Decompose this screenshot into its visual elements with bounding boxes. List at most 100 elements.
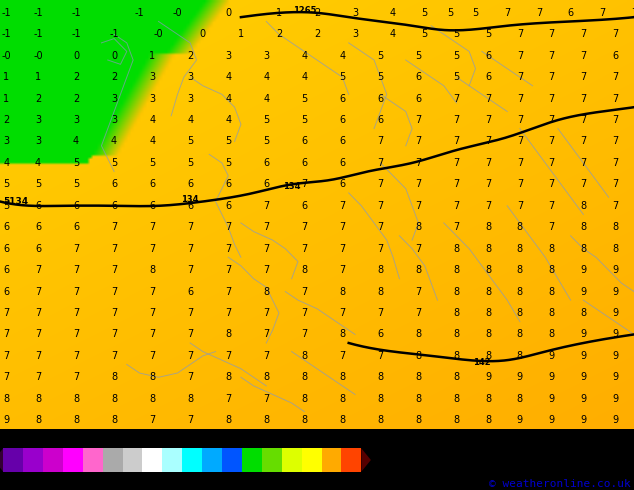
Text: 8: 8 (453, 287, 460, 296)
Text: -1: -1 (109, 29, 119, 39)
Text: 7: 7 (453, 137, 460, 147)
Text: 5: 5 (263, 115, 269, 125)
Text: 6: 6 (415, 94, 422, 103)
Text: 8: 8 (485, 287, 491, 296)
Text: 3: 3 (111, 115, 117, 125)
Text: 6: 6 (225, 179, 231, 189)
Text: 7: 7 (35, 372, 41, 382)
Text: -30: -30 (77, 473, 89, 479)
Text: 5: 5 (3, 179, 10, 189)
Text: 7: 7 (339, 222, 346, 232)
Text: 7: 7 (3, 329, 10, 340)
Text: 7: 7 (35, 351, 41, 361)
Text: 8: 8 (612, 222, 618, 232)
Text: 8: 8 (263, 372, 269, 382)
Text: 8: 8 (485, 415, 491, 425)
Text: 6: 6 (187, 201, 193, 211)
Text: 3: 3 (3, 137, 10, 147)
Text: 8: 8 (580, 308, 586, 318)
Text: 6: 6 (612, 51, 618, 61)
Text: 8: 8 (111, 372, 117, 382)
Text: 3: 3 (263, 51, 269, 61)
Text: 7: 7 (548, 29, 555, 39)
Text: 142: 142 (473, 358, 491, 367)
Text: 7: 7 (35, 329, 41, 340)
Text: 5: 5 (263, 137, 269, 147)
Text: 9: 9 (485, 372, 491, 382)
Text: 7: 7 (517, 94, 523, 103)
Text: 7: 7 (111, 244, 117, 254)
Text: 5: 5 (149, 158, 155, 168)
Text: 6: 6 (377, 94, 384, 103)
Text: 3: 3 (149, 72, 155, 82)
Text: 7: 7 (517, 51, 523, 61)
Text: 8: 8 (73, 394, 79, 404)
Text: 8: 8 (485, 329, 491, 340)
Text: 6: 6 (111, 201, 117, 211)
Text: 7: 7 (301, 329, 307, 340)
Text: -36: -36 (56, 473, 69, 479)
Text: 7: 7 (377, 179, 384, 189)
Text: 6: 6 (485, 72, 491, 82)
Text: 8: 8 (548, 329, 555, 340)
Text: 7: 7 (149, 308, 155, 318)
Text: 7: 7 (612, 115, 618, 125)
FancyArrow shape (361, 448, 371, 471)
Text: 5: 5 (453, 72, 460, 82)
Text: 4: 4 (225, 72, 231, 82)
Text: 7: 7 (377, 244, 384, 254)
Text: 7: 7 (485, 115, 491, 125)
Text: 8: 8 (548, 287, 555, 296)
Text: 0: 0 (225, 8, 231, 18)
Text: 8: 8 (377, 265, 384, 275)
Text: 8: 8 (517, 329, 523, 340)
Bar (262, 448, 281, 471)
Text: 6: 6 (187, 179, 193, 189)
Text: 7: 7 (149, 329, 155, 340)
Text: 6: 6 (3, 265, 10, 275)
Text: 8: 8 (580, 222, 586, 232)
Text: 7: 7 (612, 158, 618, 168)
Text: 7: 7 (3, 351, 10, 361)
Text: -48: -48 (16, 473, 29, 479)
Text: 5: 5 (415, 51, 422, 61)
Text: 7: 7 (580, 51, 586, 61)
Bar (222, 448, 242, 471)
Text: 5: 5 (447, 8, 453, 18)
Text: 8: 8 (339, 287, 346, 296)
Text: 7: 7 (111, 222, 117, 232)
Text: 8: 8 (415, 265, 422, 275)
Text: 6: 6 (339, 137, 346, 147)
Text: 8: 8 (485, 394, 491, 404)
Text: 9: 9 (612, 394, 618, 404)
Text: 5: 5 (73, 158, 79, 168)
Text: 5: 5 (225, 137, 231, 147)
Text: 7: 7 (187, 351, 193, 361)
Text: 7: 7 (73, 265, 79, 275)
Text: Height/Temp. 850 hPa [gdmp][°C] ICON-EU: Height/Temp. 850 hPa [gdmp][°C] ICON-EU (3, 432, 281, 445)
Text: 8: 8 (377, 394, 384, 404)
Text: 8: 8 (415, 351, 422, 361)
Text: 5: 5 (422, 8, 428, 18)
Text: 7: 7 (612, 137, 618, 147)
Text: 3: 3 (35, 137, 41, 147)
Text: 7: 7 (415, 179, 422, 189)
Bar (162, 448, 183, 471)
Text: 4: 4 (149, 115, 155, 125)
Text: 3: 3 (352, 29, 358, 39)
Text: 8: 8 (453, 329, 460, 340)
Text: 1: 1 (238, 29, 244, 39)
Text: 24: 24 (257, 473, 266, 479)
Text: 6: 6 (3, 222, 10, 232)
Text: 5: 5 (377, 51, 384, 61)
Text: 5134: 5134 (3, 197, 29, 206)
Text: 4: 4 (225, 115, 231, 125)
Text: 6: 6 (73, 222, 79, 232)
Text: 7: 7 (149, 287, 155, 296)
Text: 7: 7 (149, 244, 155, 254)
Text: 1: 1 (3, 94, 10, 103)
Text: 18: 18 (238, 473, 246, 479)
Text: 7: 7 (485, 158, 491, 168)
Text: 5: 5 (339, 72, 346, 82)
Text: -54: -54 (0, 473, 10, 479)
